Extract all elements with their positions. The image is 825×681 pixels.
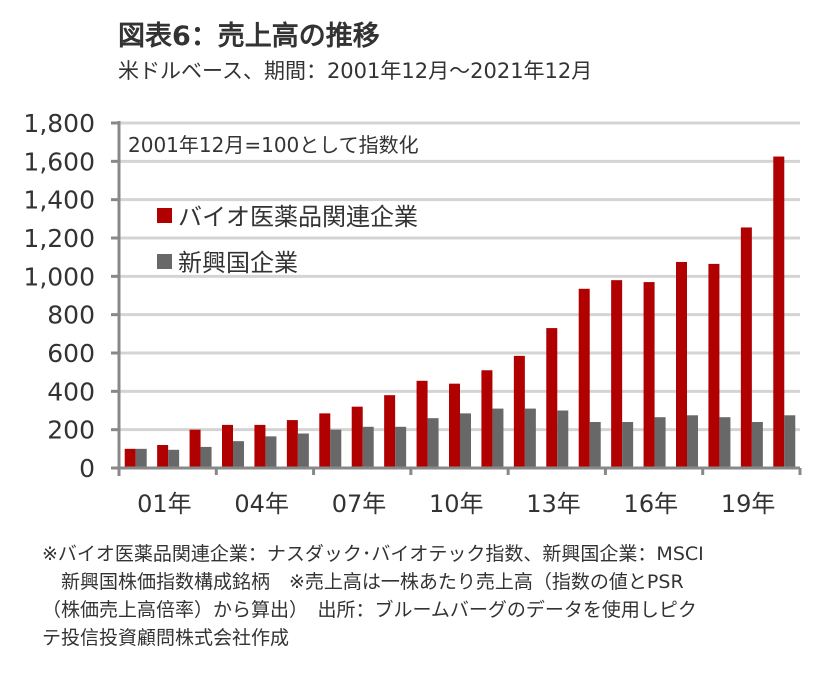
footnote-line: 新興国株価指数構成銘柄 ※売上高は一株あたり売上高（指数の値とPSR: [42, 571, 684, 593]
bar-emerging: [362, 426, 374, 468]
bar-emerging: [135, 448, 147, 468]
footnote: ※バイオ医薬品関連企業：ナスダック･バイオテック指数、新興国企業：MSCI 新興…: [42, 540, 822, 652]
bar-chart: 0 200 400 600 800 1,000 1,200 1,400 1,600 1,800 0…: [23, 109, 802, 518]
y-tick-label: 200: [47, 416, 95, 445]
bar-emerging: [460, 413, 471, 468]
bar-emerging: [751, 422, 763, 468]
bar-emerging: [492, 408, 504, 468]
bar-bio: [546, 328, 558, 468]
bar-bio: [708, 263, 720, 468]
y-tick-label: 1,800: [23, 109, 95, 138]
bar-emerging: [687, 415, 698, 468]
bar-emerging: [265, 436, 277, 468]
bar-bio: [189, 429, 201, 468]
bar-bio: [157, 445, 169, 468]
bar-bio: [351, 406, 363, 468]
bar-bio: [611, 280, 623, 468]
bar-emerging: [524, 408, 536, 468]
y-tick-label: 400: [47, 377, 95, 406]
legend-swatch-bio: [157, 208, 172, 223]
y-tick-label: 600: [47, 339, 95, 368]
bar-bio: [286, 420, 298, 468]
bar-emerging: [200, 446, 212, 468]
y-tick-label: 1,600: [23, 147, 95, 176]
index-annotation: 2001年12月=100として指数化: [128, 133, 419, 157]
bar-bio: [319, 413, 331, 468]
x-tick-label: 19年: [721, 490, 776, 518]
bar-bio: [124, 448, 136, 468]
bar-emerging: [297, 433, 309, 468]
y-tick-label: 0: [79, 454, 95, 483]
footnote-line: （株価売上高倍率）から算出） 出所：ブルームバーグのデータを使用しピク: [42, 599, 697, 621]
x-axis-ticks: 01年 04年 07年 10年 13年 16年 19年: [137, 468, 802, 518]
bar-bio: [578, 288, 590, 468]
bar-bio: [416, 380, 428, 468]
footnote-line: テ投信投資顧問株式会社作成: [42, 627, 290, 649]
legend-label-bio: バイオ医薬品関連企業: [178, 203, 418, 231]
bars: [124, 156, 796, 468]
bar-emerging: [233, 441, 244, 468]
bar-bio: [222, 424, 233, 468]
bar-emerging: [557, 410, 569, 468]
x-tick-label: 04年: [234, 490, 289, 518]
legend-label-em: 新興国企業: [178, 249, 298, 277]
chart-title: 図表6：売上高の推移: [118, 21, 380, 52]
bar-emerging: [784, 415, 796, 468]
bar-emerging: [654, 417, 666, 468]
x-tick-label: 10年: [429, 490, 484, 518]
y-axis-ticks: 0 200 400 600 800 1,000 1,200 1,400 1,600 1,800: [23, 109, 119, 483]
x-tick-label: 01年: [137, 490, 192, 518]
bar-bio: [384, 395, 396, 468]
bar-bio: [481, 370, 493, 468]
bar-bio: [254, 424, 266, 468]
axes: [111, 121, 800, 476]
y-tick-label: 1,000: [23, 262, 95, 291]
footnote-line: ※バイオ医薬品関連企業：ナスダック･バイオテック指数、新興国企業：MSCI: [42, 543, 704, 565]
bar-emerging: [168, 449, 180, 468]
bar-emerging: [622, 422, 634, 468]
bar-bio: [449, 383, 460, 468]
bar-bio: [773, 156, 785, 468]
bar-emerging: [330, 429, 342, 468]
bar-emerging: [589, 422, 601, 468]
y-tick-label: 1,200: [23, 224, 95, 253]
y-tick-label: 800: [47, 301, 95, 330]
bar-bio: [676, 261, 687, 468]
x-tick-label: 13年: [526, 490, 581, 518]
x-tick-label: 16年: [624, 490, 679, 518]
y-tick-label: 1,400: [23, 186, 95, 215]
legend: バイオ医薬品関連企業 新興国企業: [157, 203, 418, 277]
chart-subtitle: 米ドルベース、期間：2001年12月～2021年12月: [118, 59, 593, 83]
legend-swatch-em: [157, 254, 172, 269]
bar-emerging: [427, 418, 439, 468]
bar-emerging: [395, 426, 407, 468]
x-tick-label: 07年: [332, 490, 387, 518]
bar-emerging: [719, 417, 731, 468]
bar-bio: [513, 355, 525, 468]
bar-bio: [740, 227, 752, 468]
bar-bio: [643, 282, 655, 468]
